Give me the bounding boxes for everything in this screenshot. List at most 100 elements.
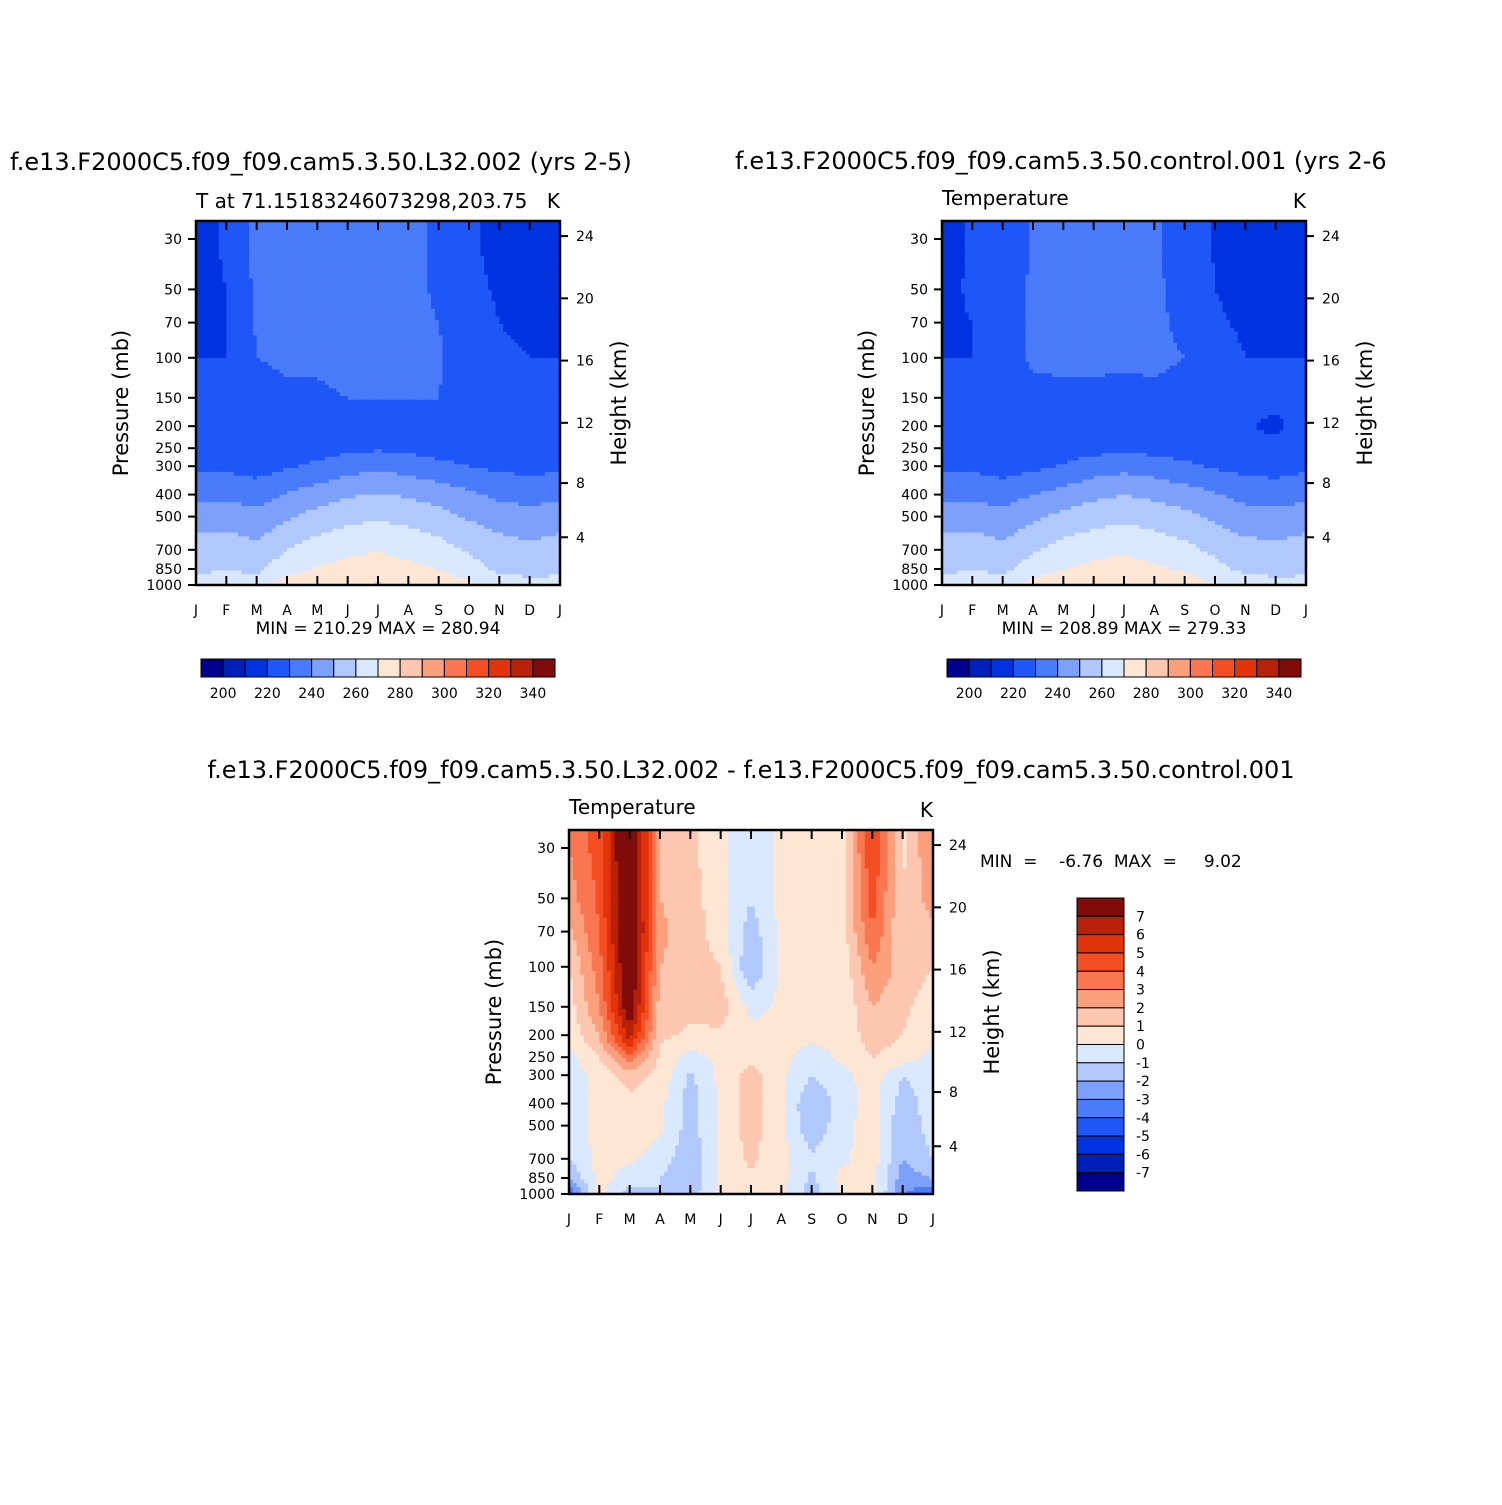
contour-cell	[249, 528, 254, 533]
contour-cell	[487, 494, 493, 499]
contour-cell	[374, 581, 379, 585]
contour-cell	[203, 410, 208, 415]
contour-cell	[245, 512, 250, 518]
contour-cell	[321, 437, 326, 442]
contour-cell	[419, 539, 425, 544]
contour-cell	[256, 490, 262, 495]
contour-cell	[423, 543, 428, 548]
contour-cell	[351, 395, 356, 400]
contour-cell	[419, 554, 425, 560]
contour-cell	[294, 531, 299, 537]
contour-cell	[199, 490, 205, 495]
contour-cell	[393, 448, 398, 453]
contour-cell	[252, 501, 258, 506]
contour-cell	[381, 566, 387, 571]
contour-cell	[362, 448, 368, 453]
contour-cell	[537, 577, 542, 582]
contour-cell	[226, 562, 231, 567]
contour-cell	[305, 528, 311, 533]
contour-cell	[343, 562, 349, 567]
contour-cell	[196, 403, 201, 408]
contour-cell	[461, 456, 466, 461]
contour-cell	[351, 562, 356, 567]
contour-cell	[434, 535, 440, 541]
contour-cell	[340, 421, 345, 427]
contour-cell	[408, 440, 413, 446]
contour-cell	[378, 410, 383, 415]
contour-cell	[552, 558, 557, 563]
contour-cell	[472, 425, 478, 431]
contour-cell	[541, 509, 546, 514]
contour-cell	[469, 569, 474, 575]
contour-cell	[438, 410, 444, 415]
contour-cell	[442, 478, 447, 484]
contour-cell	[294, 471, 299, 476]
contour-cell	[446, 581, 451, 585]
contour-cell	[408, 516, 413, 522]
contour-cell	[347, 456, 353, 461]
contour-cell	[317, 558, 322, 563]
contour-cell	[370, 524, 375, 529]
contour-cell	[412, 573, 417, 579]
contour-cell	[347, 444, 353, 450]
contour-cell	[476, 566, 481, 571]
contour-cell	[378, 471, 383, 476]
contour-cell	[510, 577, 516, 582]
contour-cell	[389, 391, 394, 397]
contour-cell	[472, 478, 478, 484]
contour-cell	[370, 421, 375, 427]
contour-cell	[279, 501, 284, 506]
contour-cell	[203, 535, 208, 541]
contour-cell	[522, 494, 527, 499]
contour-cell	[222, 440, 227, 446]
contour-cell	[541, 433, 546, 438]
contour-cell	[268, 543, 273, 548]
contour-cell	[233, 539, 239, 544]
contour-cell	[237, 516, 243, 522]
contour-cell	[548, 414, 554, 419]
contour-cell	[279, 547, 284, 552]
contour-cell	[434, 501, 440, 506]
contour-cell	[313, 387, 318, 393]
contour-cell	[249, 452, 254, 457]
contour-cell	[389, 573, 394, 579]
contour-cell	[499, 471, 504, 476]
contour-cell	[233, 403, 239, 408]
contour-cell	[461, 418, 466, 423]
contour-cell	[537, 516, 542, 522]
contour-cell	[510, 494, 516, 499]
contour-cell	[503, 399, 508, 404]
contour-cell	[404, 501, 409, 506]
contour-cell	[199, 452, 205, 457]
contour-cell	[499, 539, 504, 544]
contour-cell	[381, 547, 387, 552]
contour-cell	[340, 433, 345, 438]
contour-cell	[222, 444, 227, 450]
contour-cell	[450, 509, 455, 514]
contour-cell	[237, 494, 243, 499]
contour-cell	[533, 471, 538, 476]
contour-cell	[465, 566, 470, 571]
contour-cell	[268, 452, 273, 457]
contour-cell	[529, 414, 535, 419]
contour-cell	[453, 406, 459, 412]
contour-cell	[324, 391, 330, 397]
contour-cell	[313, 581, 318, 585]
contour-cell	[336, 566, 341, 571]
contour-cell	[423, 467, 428, 472]
contour-cell	[355, 569, 360, 575]
contour-cell	[446, 524, 451, 529]
contour-cell	[366, 440, 372, 446]
contour-cell	[541, 478, 546, 484]
contour-cell	[256, 581, 262, 585]
contour-cell	[400, 425, 406, 431]
contour-cell	[374, 482, 379, 488]
contour-cell	[423, 497, 428, 503]
contour-cell	[218, 494, 224, 499]
contour-cell	[275, 486, 281, 491]
contour-cell	[480, 573, 485, 579]
contour-cell	[491, 512, 497, 518]
contour-cell	[541, 550, 546, 556]
contour-cell	[324, 577, 330, 582]
contour-cell	[499, 569, 504, 575]
